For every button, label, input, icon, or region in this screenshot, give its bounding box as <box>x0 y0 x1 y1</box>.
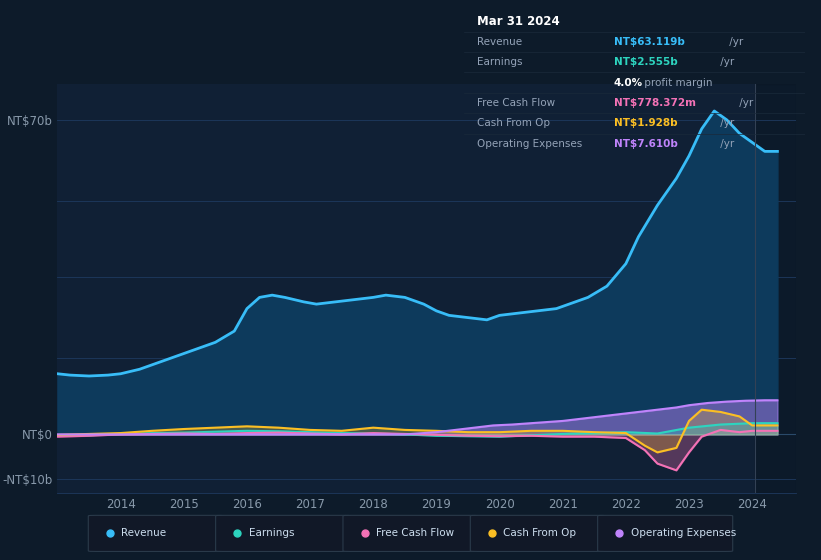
Text: 4.0%: 4.0% <box>614 78 643 87</box>
FancyBboxPatch shape <box>598 515 732 552</box>
Text: Revenue: Revenue <box>478 37 523 47</box>
Text: Earnings: Earnings <box>249 529 294 538</box>
Text: NT$1.928b: NT$1.928b <box>614 118 677 128</box>
Text: Free Cash Flow: Free Cash Flow <box>376 529 454 538</box>
Text: NT$2.555b: NT$2.555b <box>614 57 677 67</box>
Text: Revenue: Revenue <box>122 529 167 538</box>
FancyBboxPatch shape <box>216 515 351 552</box>
Text: NT$7.610b: NT$7.610b <box>614 139 677 149</box>
FancyBboxPatch shape <box>343 515 478 552</box>
Text: /yr: /yr <box>717 139 734 149</box>
Text: /yr: /yr <box>717 57 734 67</box>
Text: Mar 31 2024: Mar 31 2024 <box>478 15 560 28</box>
Text: Earnings: Earnings <box>478 57 523 67</box>
Text: /yr: /yr <box>736 98 753 108</box>
Text: NT$63.119b: NT$63.119b <box>614 37 685 47</box>
Text: Operating Expenses: Operating Expenses <box>631 529 736 538</box>
Text: /yr: /yr <box>727 37 744 47</box>
Text: Cash From Op: Cash From Op <box>503 529 576 538</box>
Text: Free Cash Flow: Free Cash Flow <box>478 98 556 108</box>
Bar <box>755 84 796 493</box>
Text: /yr: /yr <box>717 118 734 128</box>
Text: Operating Expenses: Operating Expenses <box>478 139 583 149</box>
Text: Cash From Op: Cash From Op <box>478 118 551 128</box>
FancyBboxPatch shape <box>89 515 223 552</box>
Text: NT$778.372m: NT$778.372m <box>614 98 695 108</box>
FancyBboxPatch shape <box>470 515 605 552</box>
Text: profit margin: profit margin <box>641 78 713 87</box>
